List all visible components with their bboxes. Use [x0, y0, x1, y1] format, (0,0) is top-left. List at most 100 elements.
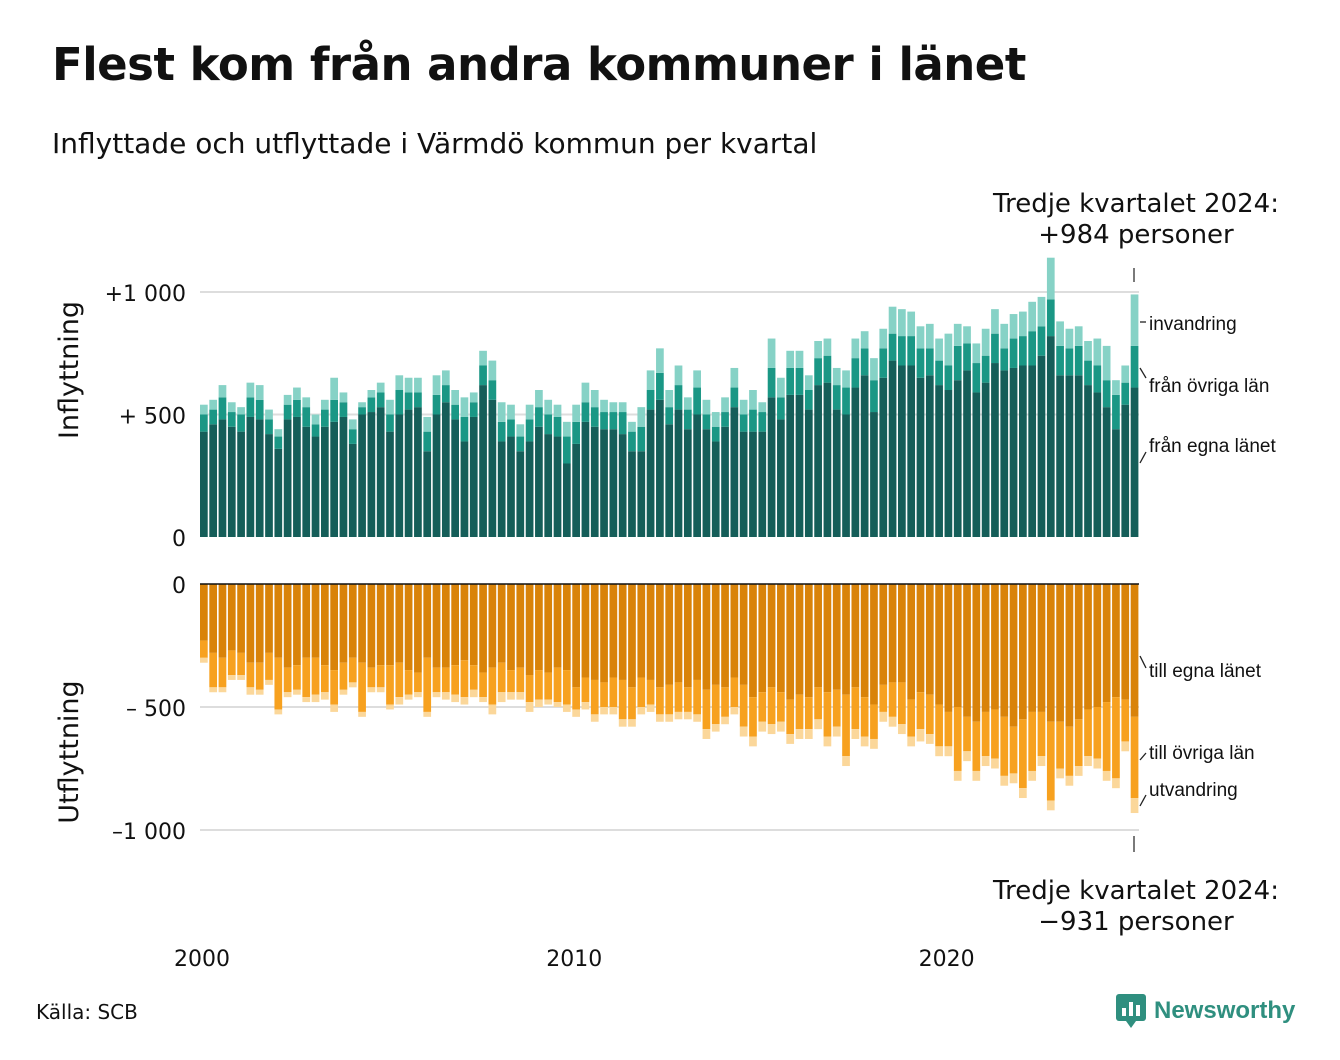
outflow-bar-segment — [879, 584, 888, 685]
inflow-bar-segment — [1028, 331, 1037, 366]
outflow-bar-segment — [339, 689, 348, 695]
inflow-bar-segment — [600, 399, 608, 413]
outflow-bar-segment — [767, 687, 776, 725]
inflow-bar-segment — [1102, 380, 1111, 408]
inflow-bar-segment — [739, 431, 748, 537]
outflow-bar-segment — [330, 584, 339, 671]
outflow-bar-segment — [832, 726, 841, 737]
outflow-bar-segment — [227, 650, 236, 676]
outflow-bar-segment — [1112, 697, 1120, 779]
x-tick-label: 2010 — [546, 947, 602, 972]
inflow-bar-segment — [1056, 321, 1064, 346]
outflow-bar-segment — [600, 707, 608, 715]
inflow-bar-segment — [581, 402, 590, 422]
outflow-bars — [200, 584, 1139, 814]
series-label-leader — [1139, 794, 1147, 807]
inflow-bar-segment — [842, 370, 850, 388]
inflow-bar-segment — [414, 392, 422, 408]
inflow-bar-segment — [200, 414, 208, 432]
outflow-bar-segment — [1019, 788, 1027, 799]
outflow-bar-segment — [1065, 775, 1074, 786]
outflow-bar-segment — [656, 584, 664, 688]
inflow-bar-segment — [218, 419, 227, 537]
inflow-bar-segment — [600, 412, 608, 430]
outflow-bar-segment — [1037, 756, 1046, 767]
inflow-bar-segment — [916, 326, 925, 349]
x-tick-label: 2000 — [174, 947, 230, 972]
outflow-bar-segment — [497, 584, 506, 663]
inflow-bar-segment — [823, 382, 832, 537]
inflow-bar-segment — [1102, 345, 1111, 381]
inflow-bar-segment — [1084, 360, 1092, 386]
inflow-bar-segment — [562, 436, 571, 464]
inflow-bar-segment — [814, 358, 822, 386]
outflow-bar-segment — [795, 584, 804, 695]
inflow-bar-segment — [767, 338, 776, 368]
inflow-bar-segment — [339, 392, 348, 403]
inflow-bar-segment — [441, 370, 450, 386]
inflow-bar-segment — [1028, 365, 1037, 537]
top-annotation-line2: +984 personer — [1038, 220, 1234, 250]
outflow-bar-segment — [953, 707, 962, 771]
outflow-bar-segment — [404, 694, 413, 700]
outflow-bar-segment — [832, 689, 841, 727]
outflow-bar-segment — [981, 711, 990, 757]
outflow-bar-segment — [823, 736, 832, 747]
inflow-bar-segment — [656, 372, 664, 400]
inflow-bar-segment — [1009, 367, 1018, 537]
outflow-bar-segment — [637, 707, 646, 715]
inflow-axis-label: Inflyttning — [54, 301, 85, 439]
outflow-bar-segment — [1000, 584, 1009, 717]
inflow-bar-segment — [348, 443, 357, 537]
outflow-bar-segment — [237, 584, 245, 653]
outflow-bar-segment — [562, 584, 571, 671]
inflow-bar-segment — [1037, 296, 1046, 327]
outflow-bar-segment — [730, 584, 739, 678]
brand-logo[interactable]: Newsworthy — [1116, 994, 1295, 1028]
inflow-bar-segment — [553, 436, 562, 537]
outflow-bar-segment — [646, 704, 655, 712]
inflow-bar-segment — [786, 350, 795, 368]
inflow-bar-segment — [832, 367, 841, 386]
inflow-bar-segment — [1074, 326, 1083, 346]
outflow-bar-segment — [414, 672, 422, 693]
inflow-bar-segment — [618, 412, 627, 435]
inflow-bar-segment — [293, 416, 301, 537]
inflow-bar-segment — [786, 367, 795, 395]
outflow-bar-segment — [628, 687, 636, 720]
inflow-bar-segment — [739, 399, 748, 415]
outflow-bar-segment — [1056, 768, 1064, 779]
outflow-bar-segment — [1065, 584, 1074, 727]
outflow-bar-segment — [348, 584, 357, 658]
outflow-bar-segment — [553, 584, 562, 668]
inflow-bar-segment — [274, 448, 283, 537]
outflow-bar-segment — [646, 679, 655, 705]
outflow-bar-segment — [535, 699, 543, 707]
outflow-bar-segment — [842, 584, 850, 695]
inflow-bar-segment — [320, 399, 329, 410]
inflow-bar-segment — [1121, 404, 1130, 537]
outflow-bar-segment — [311, 694, 320, 703]
outflow-bar-segment — [544, 699, 553, 705]
page-title: Flest kom från andra kommuner i länet — [52, 38, 1026, 91]
inflow-bar-segment — [777, 419, 785, 537]
inflow-bar-segment — [851, 338, 860, 359]
inflow-bar-segment — [730, 407, 739, 537]
outflow-bar-segment — [469, 689, 478, 698]
outflow-bar-segment — [823, 692, 832, 737]
inflow-bar-segment — [246, 397, 255, 417]
outflow-bar-segment — [1130, 716, 1139, 799]
inflow-bar-segment — [302, 397, 311, 408]
outflow-bar-segment — [255, 584, 264, 663]
outflow-bar-segment — [879, 711, 888, 722]
outflow-bar-segment — [758, 721, 767, 732]
outflow-bar-segment — [386, 665, 394, 705]
inflow-bar-segment — [888, 360, 897, 537]
inflow-bar-segment — [283, 419, 292, 537]
inflow-bar-segment — [721, 412, 729, 427]
outflow-bar-segment — [870, 584, 878, 705]
inflow-bar-segment — [925, 375, 934, 537]
outflow-bar-segment — [870, 738, 878, 749]
outflow-bar-segment — [209, 652, 218, 688]
outflow-bar-segment — [702, 689, 711, 730]
